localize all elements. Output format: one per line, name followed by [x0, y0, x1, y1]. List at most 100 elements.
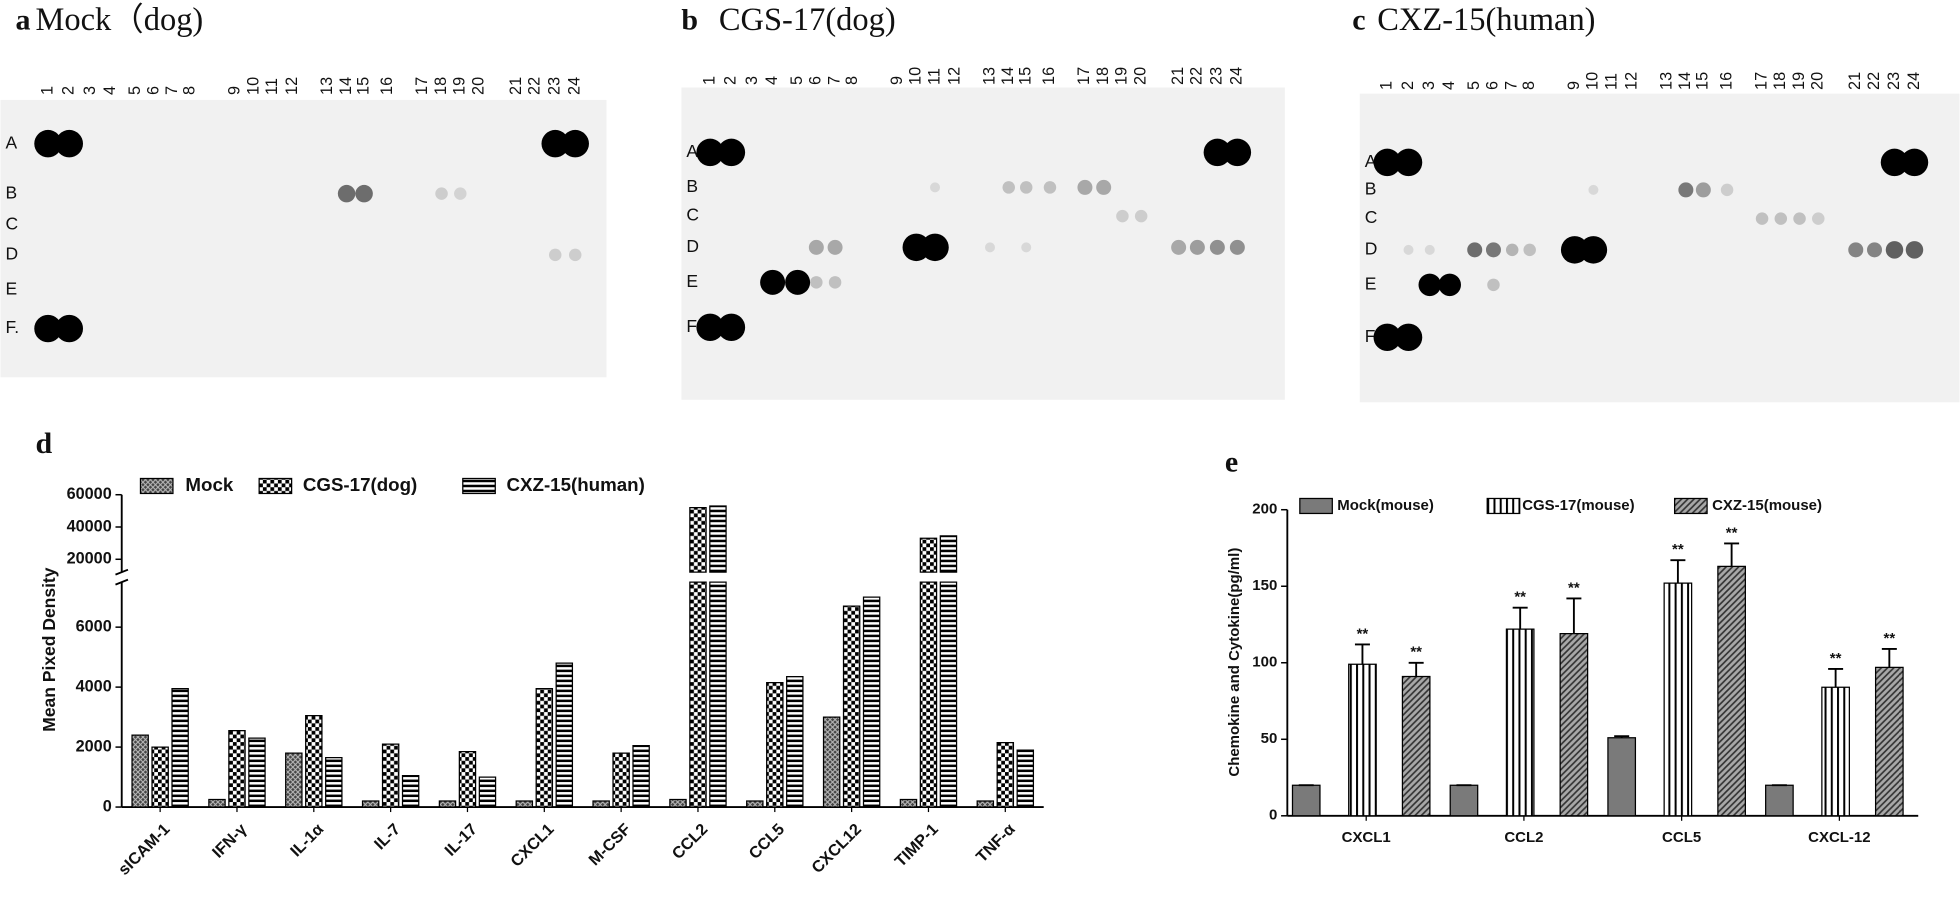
blot-spot — [1812, 212, 1825, 225]
blot-spot — [1203, 138, 1232, 167]
blot-row-label: B — [1365, 179, 1377, 199]
blot-column-label: 6 — [807, 76, 825, 85]
legend-label: CGS-17(mouse) — [1522, 497, 1634, 514]
bar — [1765, 784, 1794, 817]
blot-spot — [696, 313, 724, 342]
blot-spot — [355, 184, 373, 203]
blot-column-label: 9 — [226, 86, 244, 95]
blot-spot — [1579, 236, 1608, 264]
significance-label: ** — [1672, 541, 1684, 558]
bar — [401, 774, 420, 808]
legend-label: Mock(mouse) — [1337, 497, 1434, 514]
bar — [515, 800, 534, 808]
legend-label: CXZ-15(mouse) — [1712, 497, 1822, 514]
error-bar — [1614, 735, 1630, 738]
bar — [709, 505, 727, 808]
bar — [766, 681, 784, 808]
blot-spot — [1774, 212, 1788, 225]
bar — [1348, 663, 1377, 817]
bar — [555, 662, 574, 808]
blot-spot — [435, 187, 448, 200]
blot-spot — [921, 233, 949, 262]
bar — [746, 800, 764, 808]
blot-column-label: 2 — [60, 86, 78, 95]
significance-label: ** — [1568, 579, 1580, 596]
blot-column-label: 3 — [1420, 81, 1438, 90]
legend-swatch — [1673, 497, 1708, 515]
bar — [1016, 749, 1035, 808]
blot-spot — [828, 276, 842, 289]
blot-column-label: 16 — [1717, 72, 1735, 90]
blot-column-label: 7 — [1503, 81, 1521, 90]
y-tick-label: 2000 — [76, 737, 112, 755]
bar — [151, 746, 169, 808]
bar — [592, 800, 610, 808]
bar — [689, 507, 707, 808]
bar — [1449, 784, 1479, 817]
blot-spot — [1394, 323, 1423, 352]
blot-spot — [1720, 183, 1734, 197]
error-bar — [1881, 648, 1897, 668]
blot-column-label: 10 — [1584, 72, 1602, 90]
blot-column-label: 17 — [1752, 72, 1770, 90]
bar — [535, 687, 554, 808]
blot-spot — [1002, 181, 1015, 194]
blot-membrane — [1359, 93, 1960, 403]
bar — [862, 596, 881, 808]
significance-label: ** — [1410, 644, 1422, 661]
blot-column-label: 19 — [1113, 67, 1131, 85]
bar — [1663, 582, 1693, 817]
blot-spot — [1485, 242, 1501, 258]
panel-title: CXZ-15(human) — [1377, 2, 1595, 38]
blot-spot — [34, 129, 62, 158]
blot-column-label: 12 — [945, 67, 963, 85]
bar — [919, 537, 938, 808]
panel-label: c — [1352, 3, 1365, 36]
blot-column-label: 8 — [843, 76, 861, 85]
blot-row-label: D — [1365, 238, 1378, 258]
legend-label: Mock — [185, 474, 233, 495]
blot-spot — [1116, 209, 1129, 223]
blot-column-label: 12 — [1622, 72, 1640, 90]
blot-spot — [561, 129, 589, 158]
blot-spot — [760, 269, 786, 295]
y-tick-label: 150 — [1252, 577, 1277, 594]
y-axis-label: Chemokine and Cytokine(pg/ml) — [1226, 548, 1243, 777]
blot-row-label: A — [686, 141, 698, 161]
blot-column-label: 15 — [1694, 72, 1712, 90]
blot-column-label: 1 — [700, 76, 718, 85]
y-tick-label: 0 — [1269, 807, 1277, 824]
legend-swatch — [462, 477, 496, 495]
blot-spot — [1900, 148, 1929, 177]
blot-spot — [454, 187, 467, 200]
blot-spot — [1880, 148, 1909, 177]
blot-spot — [1867, 242, 1882, 258]
blot-spot — [1885, 241, 1904, 259]
blot-spot — [1588, 184, 1599, 195]
bar — [1505, 628, 1535, 817]
blot-column-label: 18 — [1771, 72, 1789, 90]
y-axis-label: Mean Pixed Density — [39, 567, 59, 731]
blot-column-label: 19 — [451, 77, 469, 95]
blot-spot — [1905, 241, 1924, 259]
error-bar — [1512, 606, 1528, 630]
blot-column-label: 17 — [413, 77, 431, 95]
blot-spot — [1755, 212, 1769, 225]
bar — [131, 734, 149, 808]
blot-column-label: 9 — [888, 76, 906, 85]
blot-column-label: 6 — [145, 86, 163, 95]
blot-spot — [1695, 182, 1711, 198]
blot-spot — [1848, 242, 1864, 258]
bar — [899, 798, 918, 808]
bar — [381, 743, 400, 808]
blot-spot — [1373, 323, 1402, 352]
blot-spot — [568, 248, 582, 262]
blot-row-label: D — [6, 243, 19, 263]
blot-row-label: B — [6, 182, 18, 202]
bar — [1401, 675, 1431, 817]
bar — [1607, 737, 1637, 817]
bar — [325, 756, 343, 808]
blot-column-label: 14 — [337, 77, 355, 95]
blot-column-label: 15 — [354, 77, 372, 95]
